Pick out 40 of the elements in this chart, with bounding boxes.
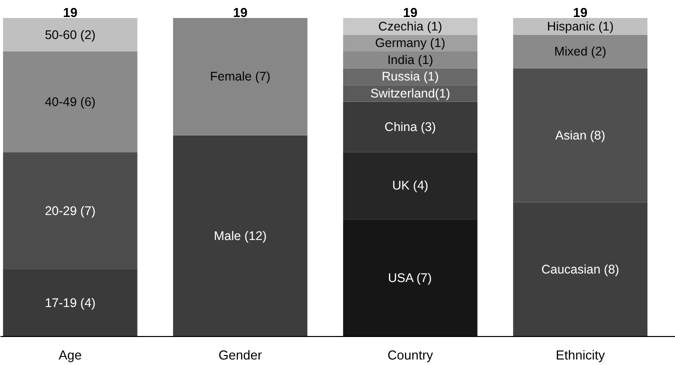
data-label: UK (4) bbox=[392, 178, 428, 193]
data-label: Caucasian (8) bbox=[541, 262, 620, 276]
data-label: Male (12) bbox=[214, 228, 267, 243]
data-label: China (3) bbox=[384, 120, 436, 134]
data-label: 50-60 (2) bbox=[44, 28, 96, 42]
data-label: India (1) bbox=[387, 52, 434, 67]
data-label: USA (7) bbox=[388, 270, 432, 285]
bar bbox=[513, 202, 648, 336]
data-label: Germany (1) bbox=[375, 36, 446, 50]
data-label: Mixed (2) bbox=[554, 44, 606, 59]
total-label: 19 bbox=[62, 5, 78, 20]
bar bbox=[513, 68, 648, 202]
x-tick-label: Gender bbox=[218, 348, 263, 362]
data-label: Asian (8) bbox=[555, 128, 606, 142]
x-tick-label: Age bbox=[58, 348, 82, 362]
total-label: 19 bbox=[233, 5, 248, 20]
x-tick-label: Ethnicity bbox=[556, 348, 606, 362]
data-label: 17-19 (4) bbox=[44, 296, 96, 310]
bar bbox=[513, 18, 648, 35]
bar bbox=[343, 152, 478, 220]
bar bbox=[3, 152, 138, 270]
bar bbox=[343, 18, 478, 35]
bar bbox=[173, 135, 308, 336]
bar bbox=[513, 34, 648, 68]
bar bbox=[343, 52, 478, 68]
data-label: Czechia (1) bbox=[378, 19, 442, 34]
data-label: Hispanic (1) bbox=[546, 19, 614, 34]
data-label: Switzerland(1) bbox=[370, 86, 450, 100]
data-label: Russia (1) bbox=[382, 70, 439, 84]
data-label: 40-49 (6) bbox=[44, 94, 96, 109]
bar bbox=[343, 219, 478, 336]
total-label: 19 bbox=[403, 5, 418, 20]
bar bbox=[3, 18, 138, 52]
bar bbox=[3, 52, 138, 152]
data-label: 20-29 (7) bbox=[44, 204, 96, 218]
bar bbox=[3, 269, 138, 336]
x-tick-label: Country bbox=[388, 348, 434, 362]
total-label: 19 bbox=[573, 5, 588, 20]
data-label: Female (7) bbox=[210, 70, 270, 84]
bar bbox=[173, 18, 308, 136]
